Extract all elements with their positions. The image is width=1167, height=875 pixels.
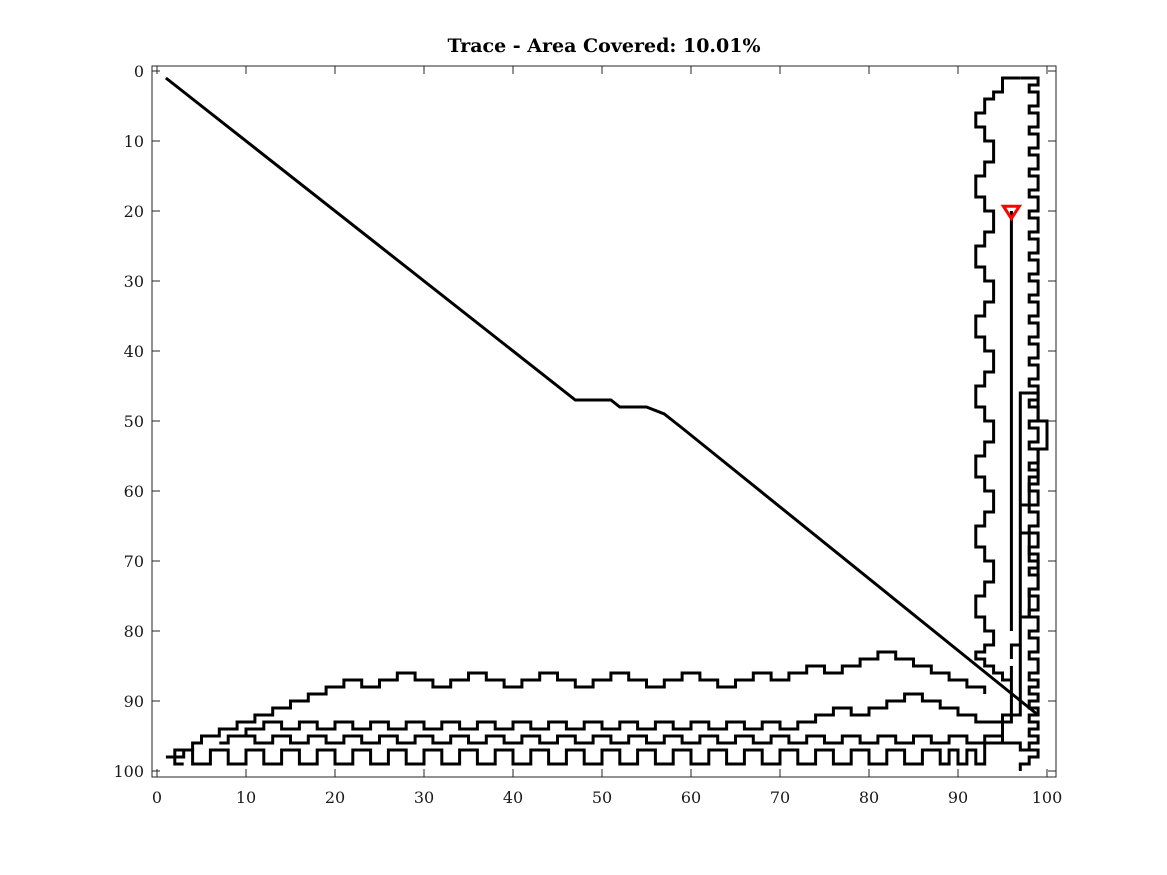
- y-axis: 0 10 20 30 40 50 60 70 80 90 100: [113, 62, 1056, 781]
- trace-segment-6: [1018, 76, 1040, 771]
- x-tick-label: 0: [152, 788, 162, 807]
- y-tick-label: 60: [124, 482, 144, 501]
- trace-segment-2: [173, 391, 1049, 766]
- y-tick-label: 50: [124, 412, 144, 431]
- x-tick-label: 10: [236, 788, 256, 807]
- y-tick-label: 80: [124, 622, 144, 641]
- x-tick-label: 20: [325, 788, 345, 807]
- x-tick-label: 60: [681, 788, 701, 807]
- x-axis: 0 10 20 30 40 50 60 70 80 90 100: [152, 66, 1062, 807]
- y-tick-label: 70: [124, 552, 144, 571]
- trace-layer: [164, 76, 1049, 771]
- y-tick-label: 20: [124, 202, 144, 221]
- trace-segment-5: [237, 734, 1039, 752]
- trace-segment-1: [164, 76, 1040, 717]
- y-tick-label: 30: [124, 272, 144, 291]
- y-tick-label: 100: [113, 762, 144, 781]
- trace-segment-4: [219, 666, 1013, 745]
- y-tick-label: 90: [124, 692, 144, 711]
- x-tick-label: 50: [592, 788, 612, 807]
- trace-segment-3: [174, 650, 987, 759]
- y-tick-label: 10: [124, 132, 144, 151]
- y-tick-label: 0: [134, 62, 144, 81]
- x-tick-label: 90: [948, 788, 968, 807]
- x-tick-label: 70: [770, 788, 790, 807]
- trace-segment-9: [165, 755, 184, 766]
- x-tick-label: 30: [414, 788, 434, 807]
- x-tick-label: 40: [503, 788, 523, 807]
- marker-layer: [1000, 204, 1023, 222]
- x-tick-label: 80: [859, 788, 879, 807]
- y-tick-label: 40: [124, 342, 144, 361]
- trace-segment-7: [974, 76, 1021, 682]
- chart-title: Trace - Area Covered: 10.01%: [447, 35, 760, 57]
- x-tick-label: 100: [1032, 788, 1063, 807]
- position-marker-1: [1000, 204, 1023, 222]
